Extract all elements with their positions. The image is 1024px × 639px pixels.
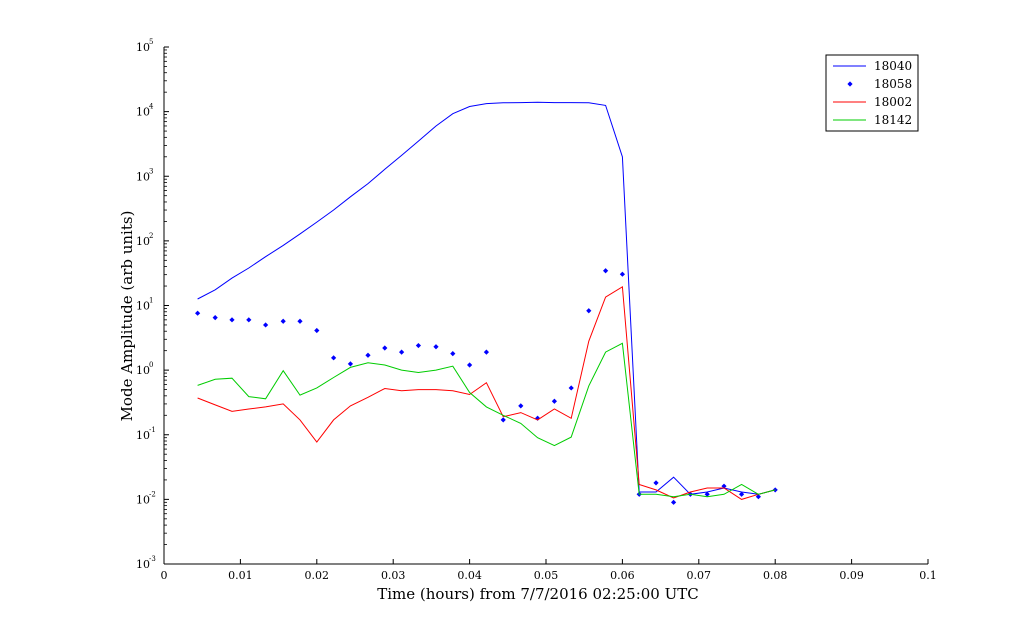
legend-entry-18142: 18142 <box>833 113 912 127</box>
plot-area <box>164 47 928 564</box>
legend-box <box>825 54 919 132</box>
y-tick-label-base: 10 <box>136 41 150 54</box>
legend-label: 18040 <box>874 59 912 73</box>
y-tick-label-base: 10 <box>136 429 150 442</box>
y-tick-label: 10 4 <box>136 103 154 119</box>
legend-entry-18002: 18002 <box>833 95 912 109</box>
x-tick-label: 0.09 <box>839 569 864 582</box>
x-tick-label: 0.07 <box>687 569 712 582</box>
data-point-18058 <box>653 480 659 486</box>
y-tick-label-exponent: -1 <box>149 426 156 434</box>
data-point-18058 <box>568 385 574 391</box>
y-tick-label: 10 1 <box>136 297 153 313</box>
legend: 18040 18058 18002 18142 <box>825 54 919 132</box>
y-tick-label: 10 2 <box>136 232 153 248</box>
data-point-18058 <box>331 355 337 361</box>
data-point-18058 <box>755 494 761 500</box>
x-tick-label: 0.05 <box>534 569 559 582</box>
data-point-18058 <box>518 403 524 409</box>
y-tick-label-exponent: 4 <box>149 103 154 111</box>
y-tick-label-base: 10 <box>136 558 150 571</box>
y-tick-label-base: 10 <box>136 170 150 183</box>
y-tick-label-exponent: 5 <box>149 38 153 46</box>
series-18040 <box>197 101 776 495</box>
legend-label: 18058 <box>874 77 912 91</box>
data-point-18058 <box>415 342 422 349</box>
axes-layer: 0 0.01 0.02 0.03 0.04 0.05 0.06 0.07 0.08 0.09 0.1… <box>136 38 937 582</box>
series-layer <box>195 101 778 505</box>
plot-background <box>164 47 928 564</box>
data-point-18058 <box>246 317 252 323</box>
series-18058 <box>195 268 778 505</box>
y-tick-label: 10 5 <box>136 38 153 54</box>
x-tick-label: 0 <box>161 569 168 582</box>
legend-swatch <box>847 81 853 87</box>
y-tick-label-base: 10 <box>136 235 150 248</box>
series-18142 <box>197 342 776 498</box>
x-tick-label: 0.02 <box>305 569 330 582</box>
x-tick-label: 0.03 <box>381 569 406 582</box>
series-line-18040 <box>197 101 776 495</box>
legend-label: 18002 <box>874 95 912 109</box>
x-tick-label: 0.01 <box>228 569 253 582</box>
data-point-18058 <box>704 491 710 497</box>
data-point-18058 <box>619 271 625 277</box>
data-point-18058 <box>721 483 727 489</box>
data-point-18058 <box>467 362 473 368</box>
y-tick-label-exponent: -3 <box>149 555 156 563</box>
data-point-18058 <box>483 349 490 355</box>
data-point-18058 <box>212 314 218 321</box>
y-tick-label-base: 10 <box>136 300 150 313</box>
data-point-18058 <box>297 318 303 324</box>
legend-entry-18058: 18058 <box>847 77 912 91</box>
legend-label: 18142 <box>874 113 912 127</box>
x-tick-label: 0.1 <box>919 569 937 582</box>
y-tick-label-exponent: 2 <box>149 232 153 240</box>
data-point-18058 <box>347 361 354 367</box>
y-tick-label-base: 10 <box>136 493 150 506</box>
x-tick-label: 0.04 <box>457 569 482 582</box>
data-point-18058 <box>586 308 592 314</box>
data-point-18058 <box>738 491 745 497</box>
data-point-18058 <box>534 415 541 421</box>
y-tick-label-exponent: 0 <box>149 361 153 369</box>
y-tick-label: 10 -2 <box>136 490 156 506</box>
y-tick-label: 10 0 <box>136 361 153 377</box>
legend-entry-18040: 18040 <box>833 59 912 73</box>
data-point-18058 <box>450 351 456 357</box>
data-point-18058 <box>229 317 235 323</box>
x-tick-label: 0.06 <box>610 569 635 582</box>
series-line-18142 <box>197 342 776 498</box>
y-tick-label: 10 3 <box>136 167 153 183</box>
data-point-18058 <box>670 499 677 505</box>
y-tick-label: 10 -1 <box>136 426 156 442</box>
y-tick-label: 10 -3 <box>136 555 156 571</box>
y-tick-label-exponent: -2 <box>149 490 156 498</box>
data-point-18058 <box>195 310 201 316</box>
data-point-18058 <box>433 344 439 350</box>
data-point-18058 <box>263 322 269 328</box>
y-axis-title: Mode Amplitude (arb units) <box>118 211 136 422</box>
data-point-18058 <box>314 327 320 334</box>
data-point-18058 <box>500 417 506 423</box>
data-point-18058 <box>365 352 371 358</box>
y-tick-label-exponent: 3 <box>149 167 153 175</box>
y-tick-label-base: 10 <box>136 364 150 377</box>
y-tick-label-exponent: 1 <box>149 297 153 305</box>
data-point-18058 <box>280 318 286 324</box>
data-point-18058 <box>382 345 388 351</box>
data-point-18058 <box>602 268 609 274</box>
x-tick-label: 0.08 <box>763 569 788 582</box>
data-point-18058 <box>399 349 405 355</box>
data-point-18058 <box>551 398 558 404</box>
x-axis-title: Time (hours) from 7/7/2016 02:25:00 UTC <box>377 585 699 603</box>
y-tick-label-base: 10 <box>136 106 150 119</box>
